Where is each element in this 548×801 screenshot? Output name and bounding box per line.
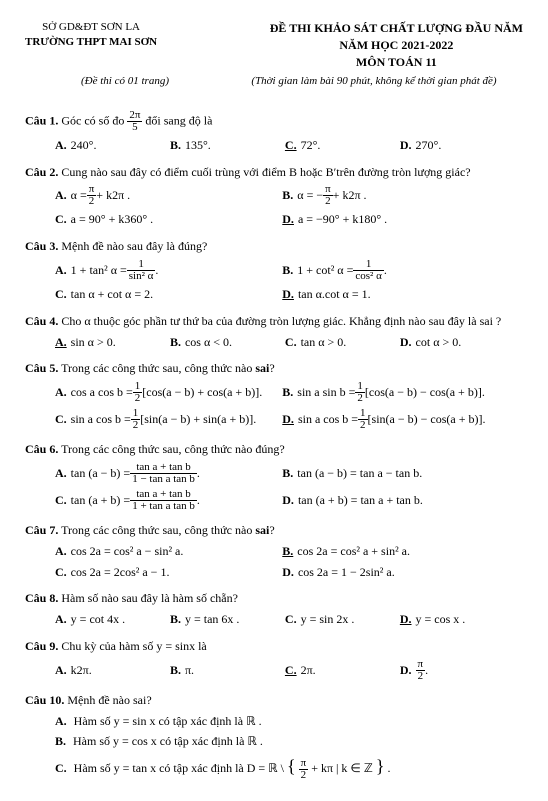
page-info: (Đề thi có 01 trang) [25,74,225,89]
q10-option-a: A. Hàm số y = sin x có tập xác định là ℝ… [55,713,523,730]
exam-title: ĐỀ THI KHẢO SÁT CHẤT LƯỢNG ĐẦU NĂM [270,20,523,37]
q2-text: Cung nào sau đây có điểm cuối trùng với … [61,165,470,179]
q6-option-b: B.tan (a − b) = tan a − tan b. [282,462,497,485]
q8-option-d: D.y = cos x . [400,611,503,628]
q10-text: Mệnh đề nào sai? [67,693,151,707]
header-left: SỞ GD&ĐT SƠN LA TRƯỜNG THPT MAI SƠN [25,20,157,70]
q2-option-c: C.a = 90° + k360° . [55,211,270,228]
q4-option-c: C.tan α > 0. [285,334,388,351]
q5-label: Câu 5. [25,361,58,375]
q9-option-b: B.π. [170,659,273,682]
q8-option-b: B.y = tan 6x . [170,611,273,628]
question-5: Câu 5. Trong các công thức sau, công thứ… [25,360,523,433]
question-8: Câu 8. Hàm số nào sau đây là hàm số chẵn… [25,590,523,630]
q3-label: Câu 3. [25,239,58,253]
q1-option-c: C.72°. [285,137,388,154]
q2-label: Câu 2. [25,165,58,179]
q5-option-b: B. sin a sin b = 12[cos(a − b) − cos(a +… [282,381,497,404]
q4-label: Câu 4. [25,314,58,328]
question-1: Câu 1. Góc có số đo 2π 5 đổi sang độ là … [25,110,523,156]
q3-text: Mệnh đề nào sau đây là đúng? [61,239,207,253]
q6-option-c: C. tan (a + b) = tan a + tan b1 + tan a … [55,489,270,512]
q9-label: Câu 9. [25,639,58,653]
q8-option-c: C.y = sin 2x . [285,611,388,628]
q10-option-c: C. Hàm số y = tan x có tập xác định là D… [55,754,523,781]
q4-option-d: D.cot α > 0. [400,334,503,351]
header: SỞ GD&ĐT SƠN LA TRƯỜNG THPT MAI SƠN ĐỀ T… [25,20,523,70]
q1-option-a: A.240°. [55,137,158,154]
q1-text-before: Góc có số đo [61,113,127,127]
q1-fraction: 2π 5 [127,110,142,133]
question-9: Câu 9. Chu kỳ của hàm số y = sinx là A.k… [25,638,523,684]
q8-text: Hàm số nào sau đây là hàm số chẵn? [61,591,238,605]
q3-option-a: A. 1 + tan² α = 1sin² α . [55,259,270,282]
q7-label: Câu 7. [25,523,58,537]
q1-option-b: B.135°. [170,137,273,154]
q3-option-c: C.tan α + cot α = 2. [55,286,270,303]
q7-option-d: D.cos 2a = 1 − 2sin² a. [282,564,497,581]
q7-option-c: C.cos 2a = 2cos² a − 1. [55,564,270,581]
q2-option-d: D.a = −90° + k180° . [282,211,497,228]
q6-text: Trong các công thức sau, công thức nào đ… [61,442,285,456]
sub-header: (Đề thi có 01 trang) (Thời gian làm bài … [25,74,523,89]
q8-label: Câu 8. [25,591,58,605]
header-right: ĐỀ THI KHẢO SÁT CHẤT LƯỢNG ĐẦU NĂM NĂM H… [270,20,523,70]
question-2: Câu 2. Cung nào sau đây có điểm cuối trù… [25,164,523,231]
q7-text: Trong các công thức sau, công thức nào [61,523,255,537]
q7-option-b: B.cos 2a = cos² a + sin² a. [282,543,497,560]
q9-text: Chu kỳ của hàm số y = sinx là [61,639,206,653]
q6-option-d: D.tan (a + b) = tan a + tan b. [282,489,497,512]
q5-text: Trong các công thức sau, công thức nào [61,361,255,375]
q10-option-b: B. Hàm số y = cos x có tập xác định là ℝ… [55,733,523,750]
q5-option-d: D. sin a cos b = 12[sin(a − b) − cos(a +… [282,408,497,431]
q4-text: Cho α thuộc góc phần tư thứ ba của đường… [61,314,501,328]
q8-option-a: A.y = cot 4x . [55,611,158,628]
q4-option-a: A.sin α > 0. [55,334,158,351]
duration: (Thời gian làm bài 90 phút, không kể thờ… [225,74,523,89]
q6-option-a: A. tan (a − b) = tan a + tan b1 − tan a … [55,462,270,485]
school-year: NĂM HỌC 2021-2022 [270,37,523,54]
q4-option-b: B.cos α < 0. [170,334,273,351]
question-6: Câu 6. Trong các công thức sau, công thứ… [25,441,523,514]
q5-option-a: A. cos a cos b = 12[cos(a − b) + cos(a +… [55,381,270,404]
question-7: Câu 7. Trong các công thức sau, công thứ… [25,522,523,582]
q7-option-a: A.cos 2a = cos² a − sin² a. [55,543,270,560]
q1-option-d: D.270°. [400,137,503,154]
q1-text-after: đổi sang độ là [145,113,212,127]
q9-option-a: A.k2π. [55,659,158,682]
subject: MÔN TOÁN 11 [270,54,523,71]
q9-option-c: C.2π. [285,659,388,682]
q1-label: Câu 1. [25,113,58,127]
q9-option-d: D. π2. [400,659,503,682]
department: SỞ GD&ĐT SƠN LA [25,20,157,35]
q3-option-b: B. 1 + cot² α = 1cos² α . [282,259,497,282]
question-10: Câu 10. Mệnh đề nào sai? A. Hàm số y = s… [25,692,523,781]
school: TRƯỜNG THPT MAI SƠN [25,35,157,50]
q2-option-b: B. α = − π2 + k2π . [282,184,497,207]
q5-option-c: C. sin a cos b = 12[sin(a − b) + sin(a +… [55,408,270,431]
q6-label: Câu 6. [25,442,58,456]
q3-option-d: D.tan α.cot α = 1. [282,286,497,303]
q10-label: Câu 10. [25,693,64,707]
question-3: Câu 3. Mệnh đề nào sau đây là đúng? A. 1… [25,238,523,305]
question-4: Câu 4. Cho α thuộc góc phần tư thứ ba củ… [25,313,523,353]
q2-option-a: A. α = π2 + k2π . [55,184,270,207]
